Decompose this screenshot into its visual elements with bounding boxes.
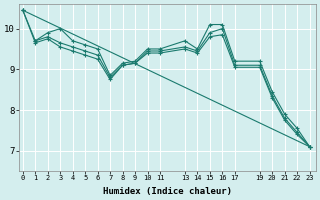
X-axis label: Humidex (Indice chaleur): Humidex (Indice chaleur)	[103, 187, 232, 196]
